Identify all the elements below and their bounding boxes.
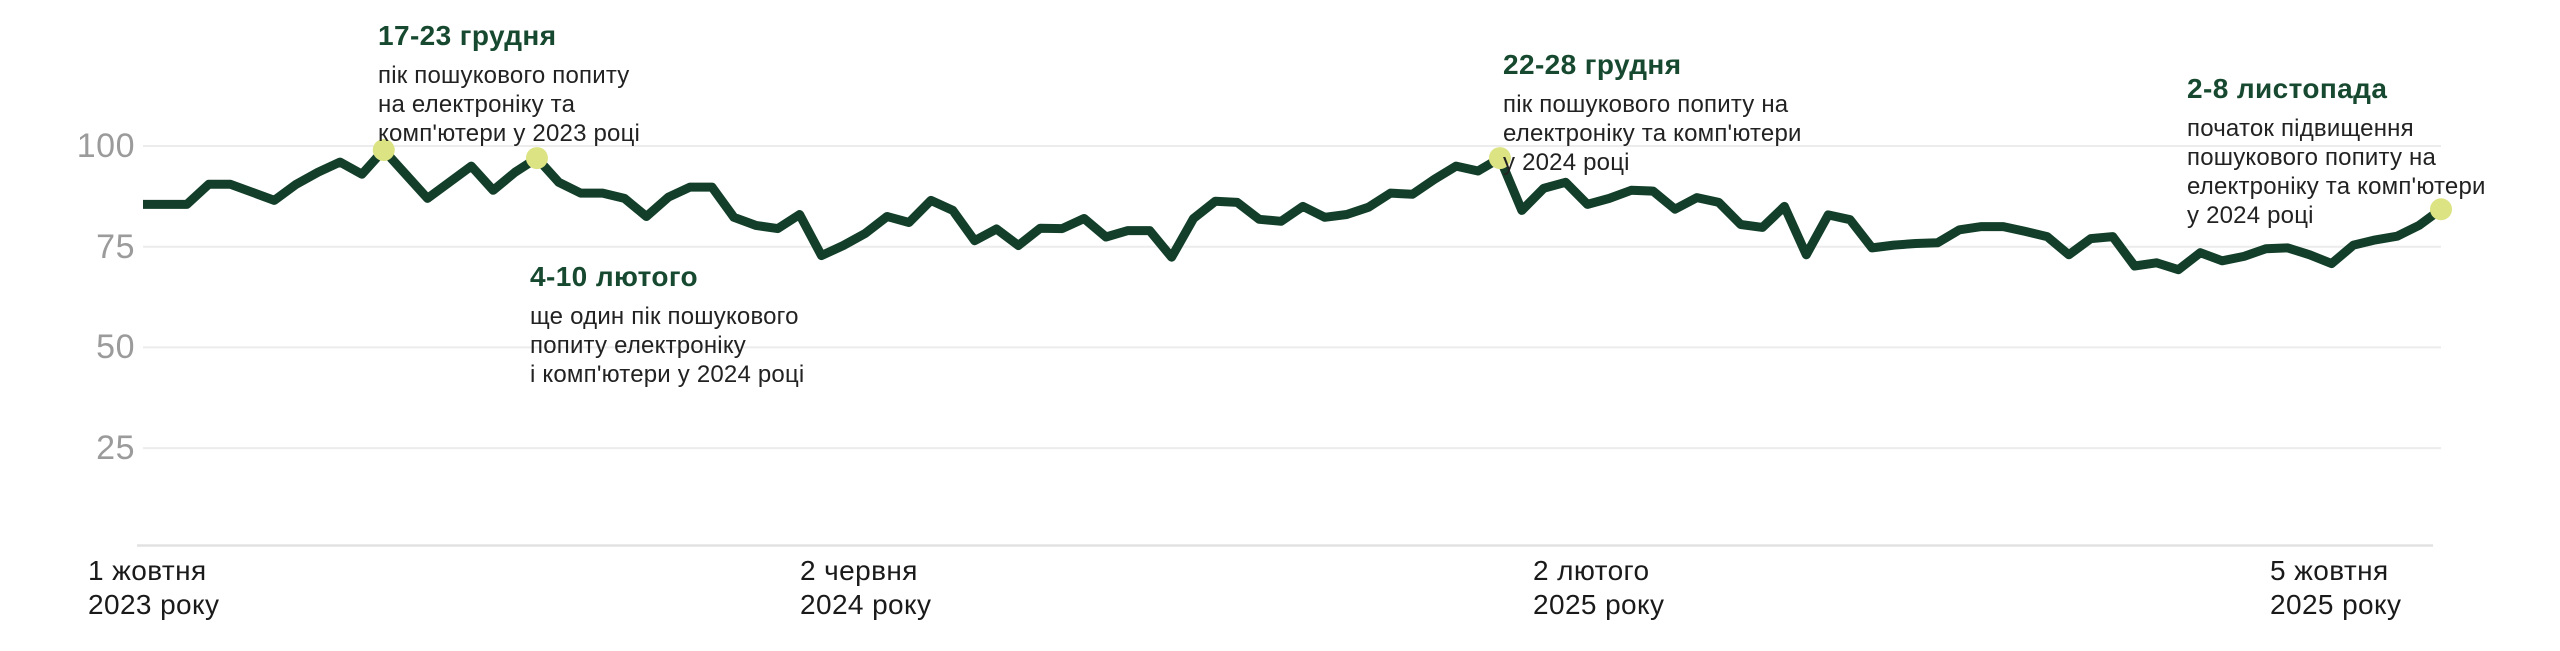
annotation-body: пік пошукового попиту на електроніку та … xyxy=(378,62,641,147)
x-tick-date: 1 жовтня xyxy=(88,555,207,586)
x-tick-year: 2025 року xyxy=(2270,589,2402,620)
trend-line xyxy=(143,145,2444,275)
x-tick-year: 2023 року xyxy=(88,589,220,620)
peak-marker-dot xyxy=(525,147,548,170)
y-axis-tick-100: 100 xyxy=(76,127,135,165)
x-tick-year: 2025 року xyxy=(1533,589,1665,620)
annotation-body: початок підвищення пошукового попиту на … xyxy=(2187,115,2486,229)
annotation-peak-dec-2023: 17-23 грудня пік пошукового попиту на ел… xyxy=(378,20,640,148)
x-tick-date: 5 жовтня xyxy=(2270,555,2389,586)
x-axis-tick-oct-2023: 1 жовтня 2023 року xyxy=(88,554,219,622)
annotation-body: пік пошукового попиту на електроніку та … xyxy=(1503,91,1802,176)
annotation-body: ще один пік пошукового попиту електронік… xyxy=(530,303,805,388)
annotation-peak-dec-2024: 22-28 грудня пік пошукового попиту на ел… xyxy=(1503,49,1802,177)
y-axis-tick-25: 25 xyxy=(96,429,135,467)
y-axis-tick-75: 75 xyxy=(96,228,135,266)
annotation-title: 2-8 листопада xyxy=(2187,73,2388,104)
annotation-title: 17-23 грудня xyxy=(378,20,557,51)
x-tick-date: 2 лютого xyxy=(1533,555,1650,586)
x-axis-tick-feb-2025: 2 лютого 2025 року xyxy=(1533,554,1664,622)
x-tick-date: 2 червня xyxy=(800,555,918,586)
peak-marker-dot xyxy=(1488,147,1511,170)
y-axis-tick-50: 50 xyxy=(96,328,135,366)
annotation-title: 22-28 грудня xyxy=(1503,49,1682,80)
annotation-title: 4-10 лютого xyxy=(530,261,699,292)
annotation-peak-feb-2024: 4-10 лютого ще один пік пошукового попит… xyxy=(530,261,804,389)
peak-marker-dot xyxy=(2430,198,2452,221)
peak-marker-dot xyxy=(372,139,395,162)
x-tick-year: 2024 року xyxy=(800,589,932,620)
x-axis-tick-oct-2025: 5 жовтня 2025 року xyxy=(2270,554,2401,622)
annotation-rise-nov: 2-8 листопада початок підвищення пошуков… xyxy=(2187,73,2486,230)
x-axis-tick-jun-2024: 2 червня 2024 року xyxy=(800,554,931,622)
